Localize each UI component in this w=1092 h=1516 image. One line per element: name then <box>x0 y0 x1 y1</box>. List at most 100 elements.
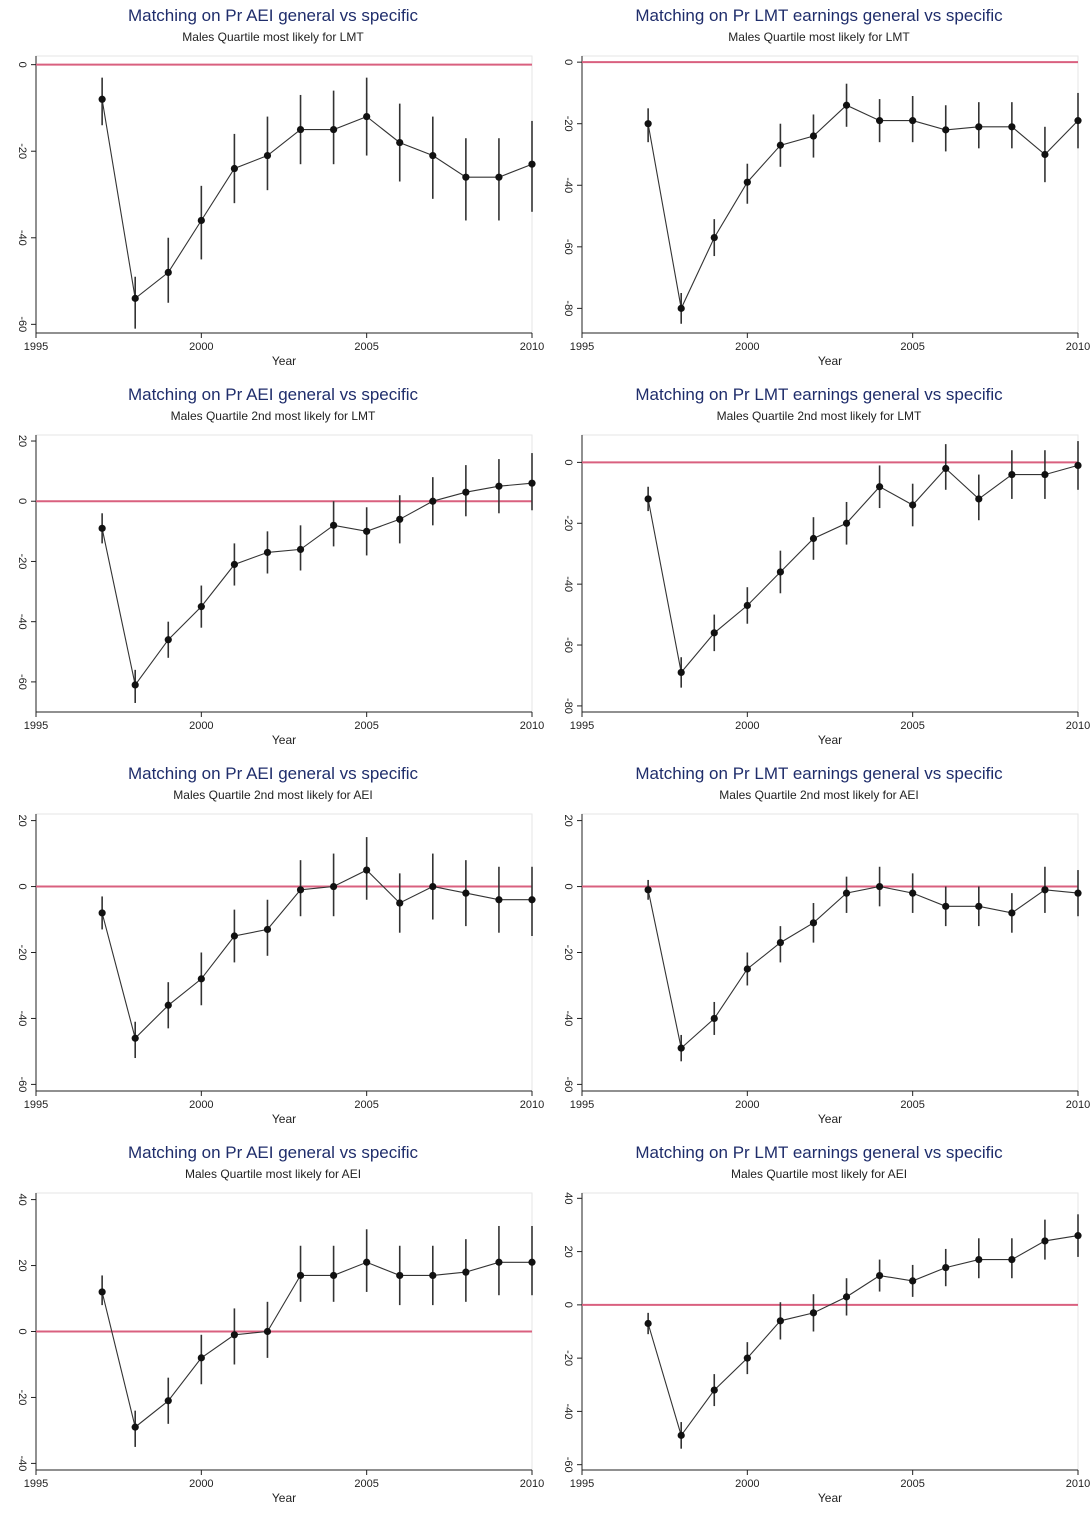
data-point <box>528 160 536 168</box>
plot-frame <box>35 813 533 1092</box>
data-point <box>710 1014 718 1023</box>
data-point <box>1074 461 1082 470</box>
series-line <box>647 104 1079 311</box>
data-point <box>743 601 751 610</box>
data-point <box>495 896 503 904</box>
series-line <box>647 464 1079 674</box>
chart-title: Matching on Pr AEI general vs specific <box>127 385 419 404</box>
x-tick-label: 1995 <box>24 341 48 353</box>
chart-title: Matching on Pr LMT earnings general vs s… <box>635 764 1003 783</box>
plot-frame <box>35 55 533 334</box>
y-tick-label: 0 <box>562 1302 574 1308</box>
data-point <box>197 216 205 225</box>
x-axis-label: Year <box>272 1112 296 1126</box>
data-point <box>1008 123 1016 131</box>
data-point <box>1008 909 1016 917</box>
y-tick-label: -60 <box>562 637 574 653</box>
chart-panel-8: Matching on Pr LMT earnings general vs s… <box>546 1137 1092 1516</box>
data-point <box>743 178 751 186</box>
x-tick-label: 2000 <box>735 1478 759 1490</box>
data-point <box>743 965 751 973</box>
y-tick-label: -20 <box>562 515 574 531</box>
data-point <box>396 138 404 147</box>
data-point <box>710 233 718 242</box>
y-tick-label: 0 <box>16 498 28 504</box>
chart-panel-4: Matching on Pr LMT earnings general vs s… <box>546 379 1092 758</box>
data-point <box>462 889 470 897</box>
chart-svg: 0 -20 -40 -60 -80 1995 2000 2005 2010 Year <box>562 55 1090 368</box>
data-point <box>197 975 205 983</box>
series-line <box>101 1261 532 1429</box>
data-point <box>363 1258 371 1266</box>
x-tick-label: 1995 <box>570 1478 594 1490</box>
x-tick-label: 2010 <box>520 1478 544 1490</box>
data-point <box>330 521 338 529</box>
x-tick-label: 2000 <box>735 720 759 732</box>
data-point <box>842 519 851 527</box>
data-point <box>429 497 437 505</box>
series-line <box>101 869 532 1040</box>
y-tick-label: -20 <box>562 1350 574 1366</box>
x-tick-label: 2005 <box>900 341 924 353</box>
chart-subtitle: Males Quartile 2nd most likely for LMT <box>716 409 922 423</box>
plot-frame <box>581 55 1079 334</box>
data-point <box>677 668 685 677</box>
data-point <box>743 1354 751 1362</box>
y-tick-label: 20 <box>562 814 574 826</box>
x-axis-label: Year <box>818 733 842 747</box>
data-point <box>363 866 371 874</box>
series-line <box>101 99 533 300</box>
data-point <box>809 534 818 543</box>
chart-svg: 40 20 0 -20 -40 -60 1995 2000 2005 2010 Year <box>562 1192 1090 1505</box>
data-point <box>644 495 652 503</box>
data-point <box>296 545 305 554</box>
chart-panel-7: Matching on Pr AEI general vs specific Ma… <box>0 1137 546 1516</box>
plot-frame <box>581 1192 1079 1471</box>
y-tick-label: -40 <box>16 1010 28 1026</box>
data-point <box>363 112 371 121</box>
y-tick-label: -40 <box>562 177 574 193</box>
y-tick-label: -40 <box>16 614 28 630</box>
x-tick-label: 2010 <box>1066 341 1090 353</box>
chart-subtitle: Males Quartile 2nd most likely for LMT <box>170 409 376 423</box>
chart-panel-5: Matching on Pr AEI general vs specific Ma… <box>0 758 546 1137</box>
y-tick-label: 20 <box>16 1259 28 1271</box>
chart-panel-6: Matching on Pr LMT earnings general vs s… <box>546 758 1092 1137</box>
data-point <box>263 548 272 557</box>
data-point <box>876 483 884 491</box>
x-tick-label: 2010 <box>520 1099 544 1111</box>
plot-frame <box>581 434 1079 713</box>
data-point <box>429 151 437 160</box>
y-tick-label: 20 <box>562 1245 574 1257</box>
data-point <box>330 125 338 134</box>
y-tick-label: -40 <box>562 576 574 592</box>
data-point <box>495 1258 503 1266</box>
data-point <box>677 1431 685 1439</box>
data-point <box>363 527 371 535</box>
chart-svg: 0 -20 -40 -60 -80 1995 2000 2005 2010 Year <box>562 434 1090 747</box>
x-tick-label: 2005 <box>354 1099 378 1111</box>
data-point <box>975 123 983 131</box>
data-point <box>909 1277 917 1285</box>
data-point <box>131 1034 139 1042</box>
x-tick-label: 1995 <box>570 1099 594 1111</box>
data-point <box>330 1271 338 1280</box>
chart-title: Matching on Pr LMT earnings general vs s… <box>635 385 1003 404</box>
data-point <box>1074 889 1082 897</box>
x-tick-label: 2010 <box>1066 720 1090 732</box>
chart-subtitle: Males Quartile most likely for LMT <box>182 30 364 44</box>
x-tick-label: 2005 <box>354 1478 378 1490</box>
data-point <box>1041 470 1049 479</box>
data-point <box>495 482 503 490</box>
data-point <box>809 132 818 140</box>
data-point <box>230 1331 238 1339</box>
data-point <box>942 1263 950 1272</box>
data-point <box>197 1354 205 1362</box>
data-point <box>809 1309 818 1317</box>
data-point <box>710 1386 718 1394</box>
y-tick-label: 40 <box>16 1193 28 1205</box>
x-tick-label: 1995 <box>24 1478 48 1490</box>
data-point <box>1074 1232 1082 1240</box>
data-point <box>776 568 784 576</box>
